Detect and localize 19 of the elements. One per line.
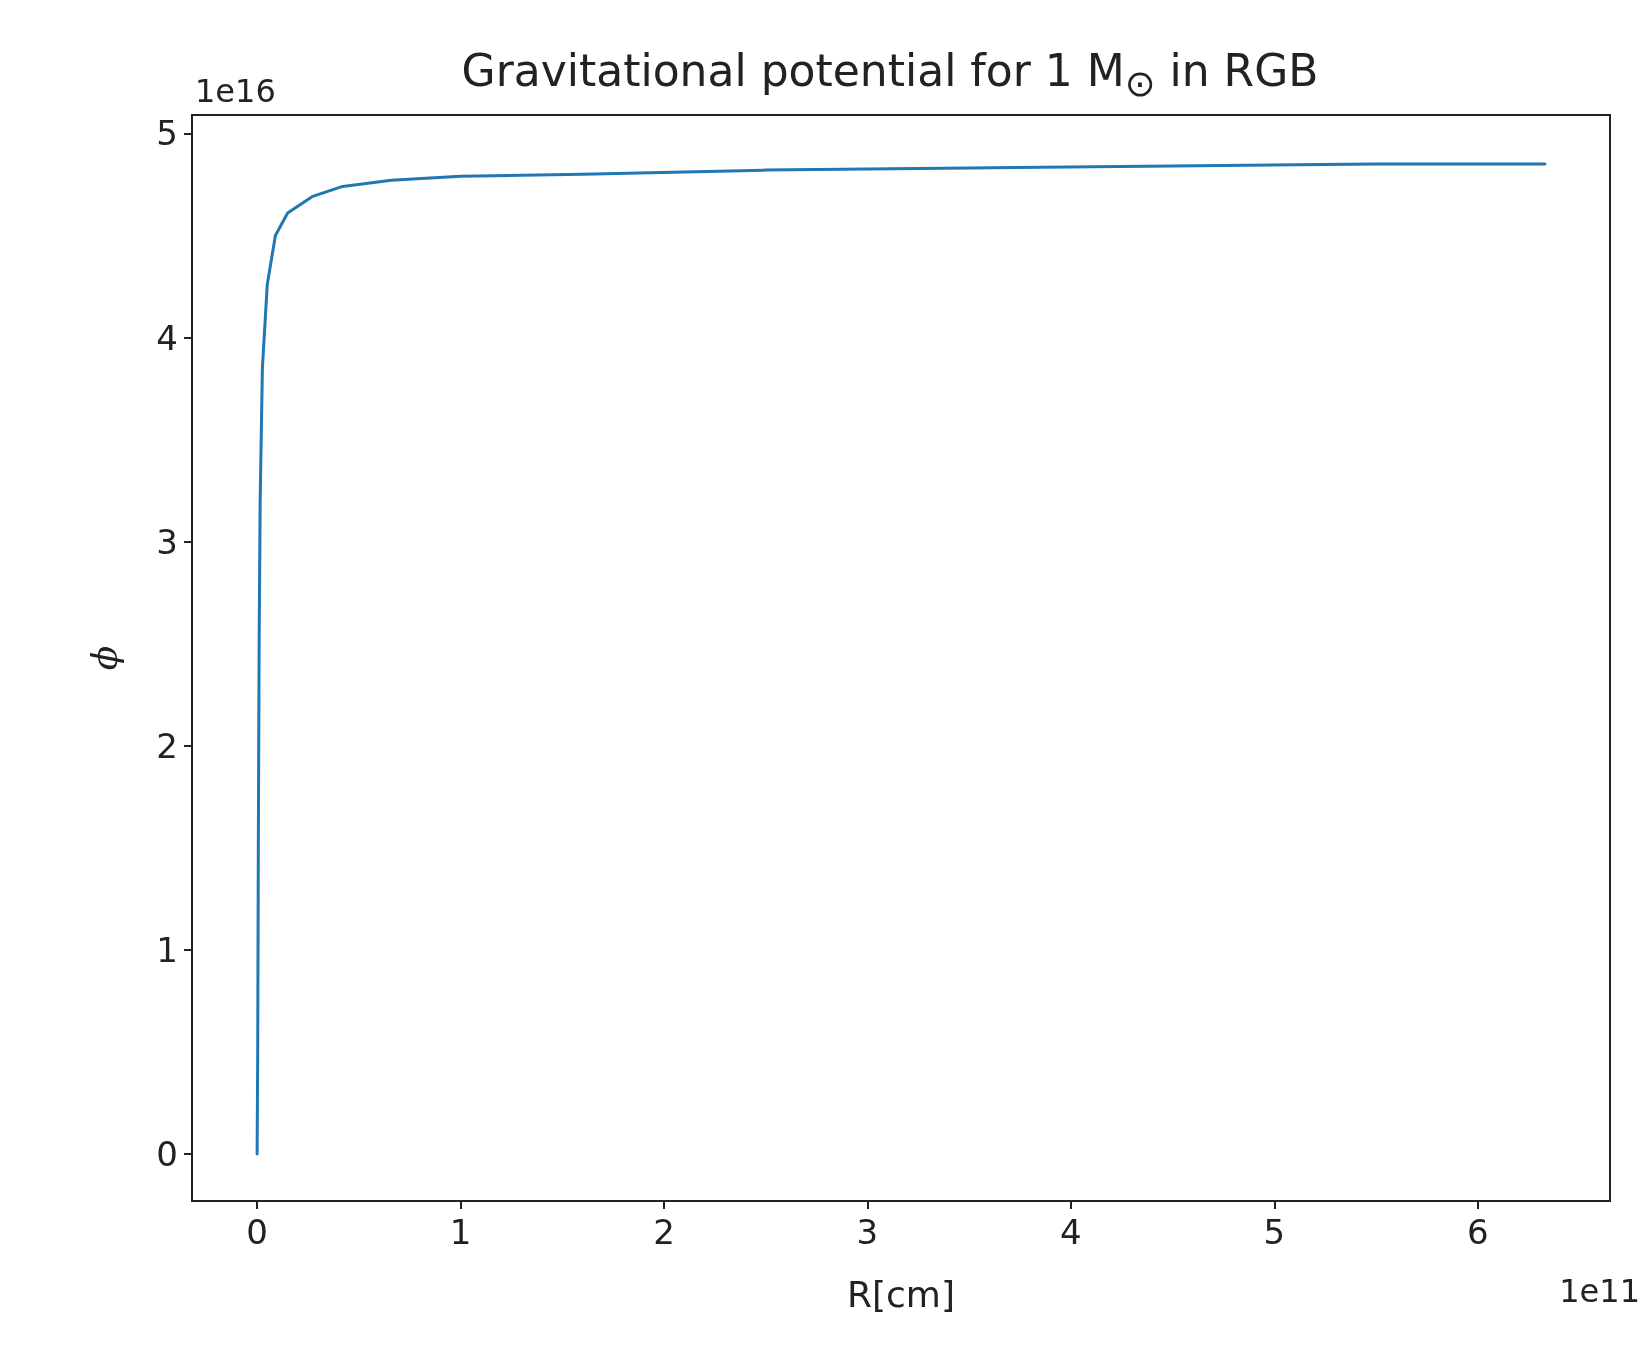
x-tick-label: 2: [653, 1212, 675, 1252]
x-tick-label: 6: [1466, 1212, 1489, 1252]
x-tick-label: 4: [1060, 1212, 1082, 1252]
y-tick-label: 0: [156, 1134, 178, 1175]
chart-title: Gravitational potential for 1 M$_{⊙}$ in RGB: [461, 45, 1319, 105]
y-tick-label: 1: [156, 929, 178, 970]
x-tick-label: 1: [449, 1212, 472, 1252]
x-tick-label: 0: [246, 1212, 268, 1252]
text: 1e11: [1559, 1272, 1640, 1310]
y-tick-label: 3: [156, 521, 178, 562]
y-tick-label: 4: [156, 317, 178, 358]
x-axis-title: R[cm]: [847, 1273, 955, 1315]
text: 1e16: [195, 72, 276, 110]
y-tick-label: 2: [156, 725, 178, 766]
line-series: [255, 162, 1547, 1156]
y-tick-label: 5: [156, 113, 178, 154]
y-axis-title: ϕ: [83, 645, 125, 671]
x-tick-label: 3: [856, 1212, 879, 1252]
x-tick-label: 5: [1263, 1212, 1286, 1252]
